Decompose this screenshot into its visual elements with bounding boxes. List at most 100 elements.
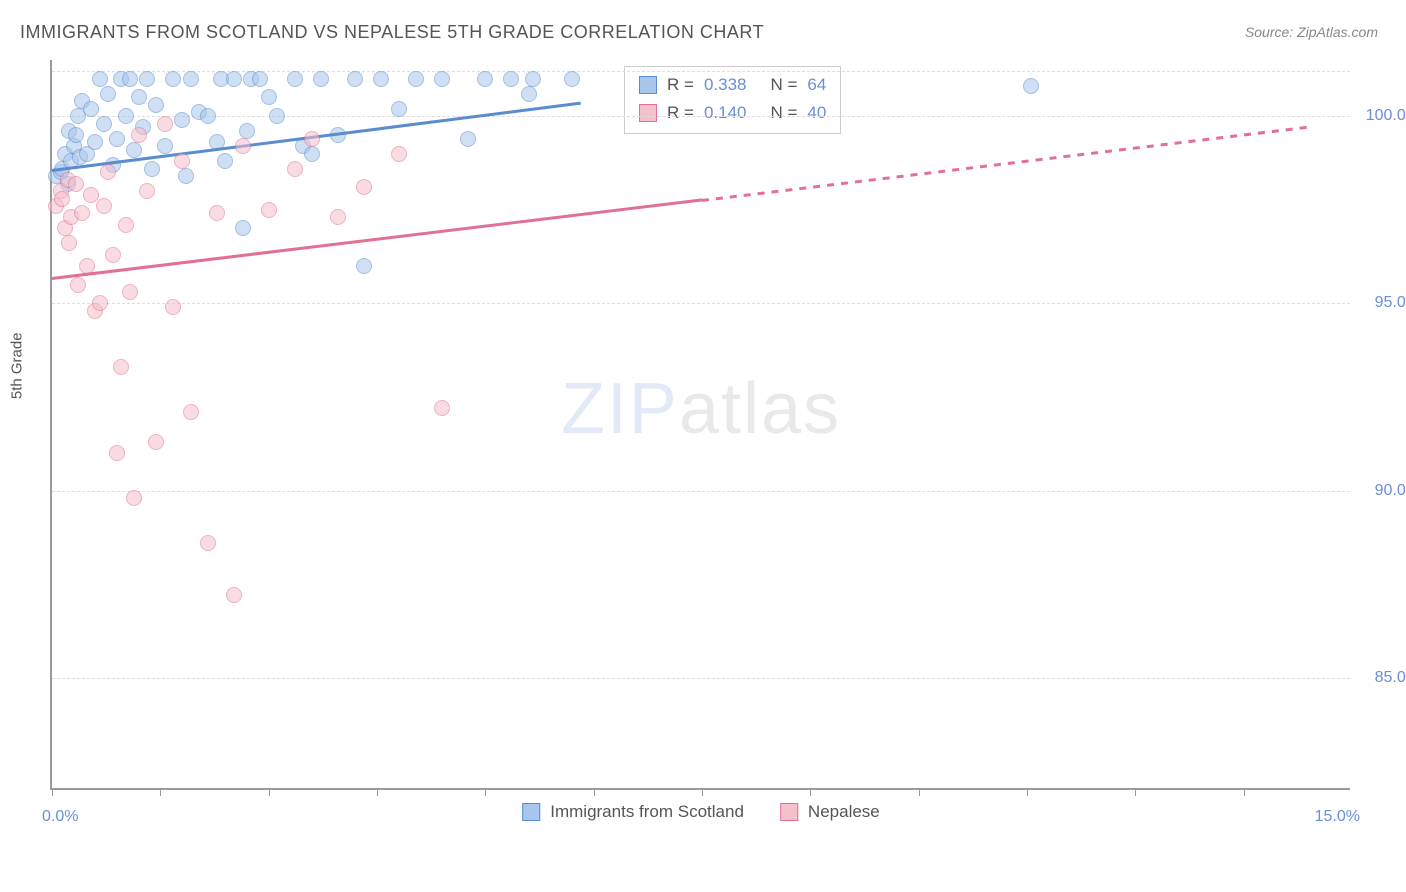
data-point bbox=[564, 71, 580, 87]
series-legend-label: Nepalese bbox=[808, 798, 880, 826]
data-point bbox=[183, 71, 199, 87]
data-point bbox=[239, 123, 255, 139]
x-tick bbox=[485, 788, 486, 796]
y-tick-label: 95.0% bbox=[1375, 294, 1406, 312]
gridline bbox=[52, 678, 1350, 679]
data-point bbox=[261, 202, 277, 218]
data-point bbox=[148, 434, 164, 450]
data-point bbox=[347, 71, 363, 87]
data-point bbox=[460, 131, 476, 147]
data-point bbox=[304, 146, 320, 162]
x-tick bbox=[810, 788, 811, 796]
data-point bbox=[521, 86, 537, 102]
data-point bbox=[313, 71, 329, 87]
data-point bbox=[330, 209, 346, 225]
data-point bbox=[408, 71, 424, 87]
data-point bbox=[122, 71, 138, 87]
data-point bbox=[226, 71, 242, 87]
legend-swatch bbox=[780, 803, 798, 821]
watermark-light: atlas bbox=[679, 369, 841, 449]
x-tick bbox=[1244, 788, 1245, 796]
correlation-legend: R = 0.338N = 64R = 0.140 N = 40 bbox=[624, 66, 841, 134]
watermark: ZIPatlas bbox=[561, 368, 841, 450]
legend-n-label: N = bbox=[770, 71, 797, 99]
data-point bbox=[74, 205, 90, 221]
data-point bbox=[148, 97, 164, 113]
x-axis-max-label: 15.0% bbox=[1315, 808, 1360, 826]
data-point bbox=[118, 108, 134, 124]
data-point bbox=[118, 217, 134, 233]
x-tick bbox=[1135, 788, 1136, 796]
data-point bbox=[356, 258, 372, 274]
data-point bbox=[356, 179, 372, 195]
data-point bbox=[261, 89, 277, 105]
data-point bbox=[126, 490, 142, 506]
data-point bbox=[269, 108, 285, 124]
legend-r-label: R = bbox=[667, 71, 694, 99]
data-point bbox=[503, 71, 519, 87]
gridline bbox=[52, 491, 1350, 492]
data-point bbox=[70, 277, 86, 293]
legend-swatch bbox=[639, 104, 657, 122]
gridline bbox=[52, 116, 1350, 117]
data-point bbox=[157, 116, 173, 132]
data-point bbox=[235, 220, 251, 236]
legend-n-value: 40 bbox=[807, 99, 826, 127]
legend-swatch bbox=[522, 803, 540, 821]
legend-row: R = 0.140 N = 40 bbox=[639, 99, 826, 127]
data-point bbox=[174, 112, 190, 128]
x-tick bbox=[377, 788, 378, 796]
data-point bbox=[226, 587, 242, 603]
x-tick bbox=[919, 788, 920, 796]
legend-n-label: N = bbox=[770, 99, 797, 127]
data-point bbox=[477, 71, 493, 87]
data-point bbox=[391, 101, 407, 117]
data-point bbox=[131, 89, 147, 105]
data-point bbox=[165, 299, 181, 315]
data-point bbox=[200, 108, 216, 124]
data-point bbox=[157, 138, 173, 154]
data-point bbox=[109, 445, 125, 461]
data-point bbox=[144, 161, 160, 177]
gridline bbox=[52, 303, 1350, 304]
data-point bbox=[61, 235, 77, 251]
data-point bbox=[131, 127, 147, 143]
data-point bbox=[1023, 78, 1039, 94]
series-legend-label: Immigrants from Scotland bbox=[550, 798, 744, 826]
data-point bbox=[54, 191, 70, 207]
data-point bbox=[92, 295, 108, 311]
data-point bbox=[83, 101, 99, 117]
legend-row: R = 0.338N = 64 bbox=[639, 71, 826, 99]
data-point bbox=[174, 153, 190, 169]
data-point bbox=[183, 404, 199, 420]
data-point bbox=[100, 86, 116, 102]
x-tick bbox=[1027, 788, 1028, 796]
data-point bbox=[96, 198, 112, 214]
legend-r-value: 0.140 bbox=[704, 99, 747, 127]
y-tick-label: 90.0% bbox=[1375, 482, 1406, 500]
x-tick bbox=[594, 788, 595, 796]
plot-area: 5th Grade ZIPatlas 0.0% 15.0% R = 0.338N… bbox=[50, 60, 1350, 790]
data-point bbox=[373, 71, 389, 87]
data-point bbox=[165, 71, 181, 87]
data-point bbox=[304, 131, 320, 147]
data-point bbox=[434, 400, 450, 416]
data-point bbox=[87, 134, 103, 150]
trend-line bbox=[52, 199, 702, 281]
legend-r-label: R = bbox=[667, 99, 694, 127]
data-point bbox=[391, 146, 407, 162]
data-point bbox=[100, 164, 116, 180]
data-point bbox=[122, 284, 138, 300]
data-point bbox=[113, 359, 129, 375]
data-point bbox=[96, 116, 112, 132]
data-point bbox=[200, 535, 216, 551]
data-point bbox=[139, 183, 155, 199]
data-point bbox=[525, 71, 541, 87]
legend-n-value: 64 bbox=[807, 71, 826, 99]
watermark-bold: ZIP bbox=[561, 369, 679, 449]
data-point bbox=[434, 71, 450, 87]
y-tick-label: 85.0% bbox=[1375, 669, 1406, 687]
data-point bbox=[92, 71, 108, 87]
y-axis-label: 5th Grade bbox=[9, 332, 26, 399]
x-tick bbox=[52, 788, 53, 796]
